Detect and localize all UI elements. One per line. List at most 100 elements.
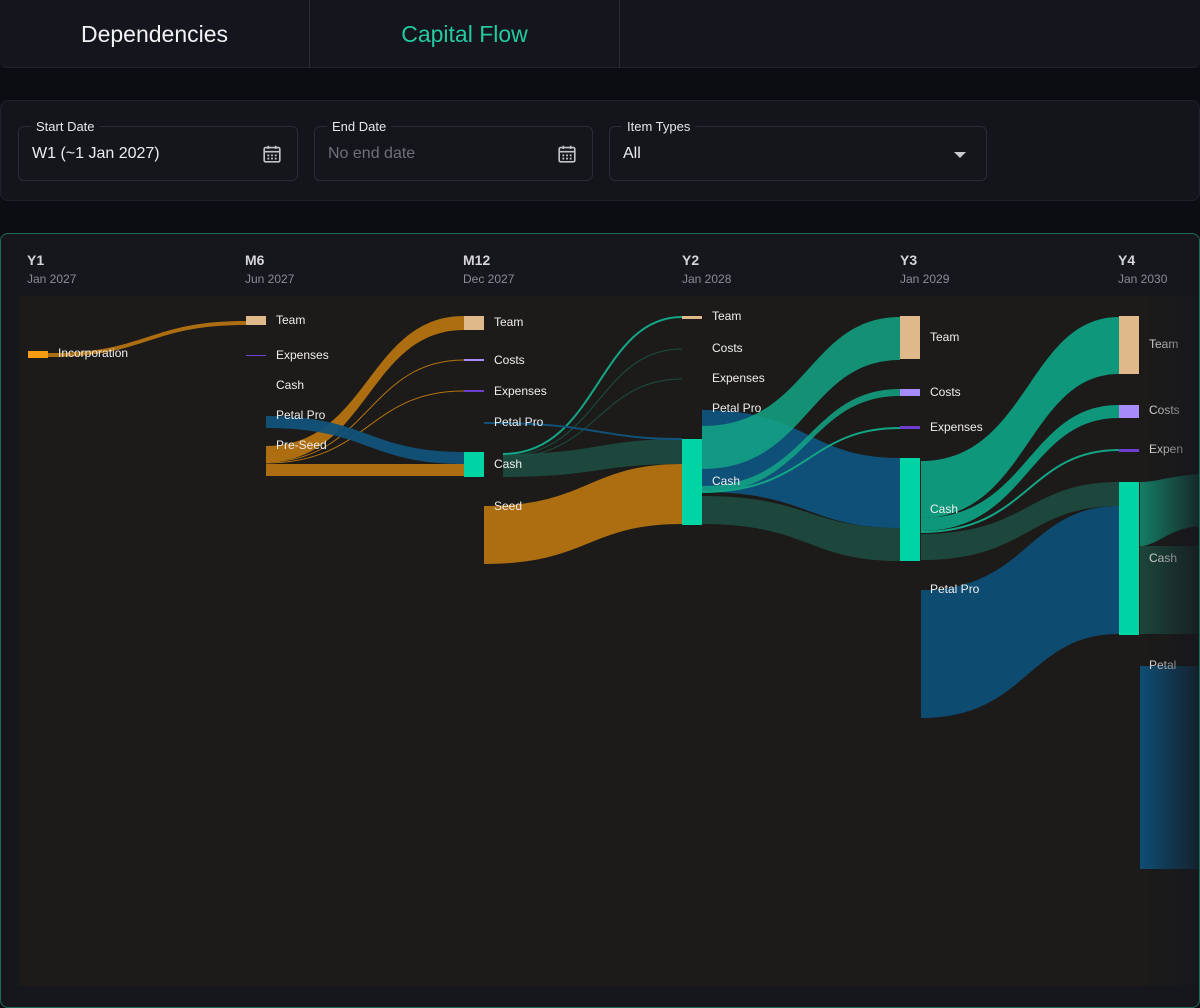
flow-link <box>503 439 682 477</box>
column-title: Y2 <box>682 252 700 268</box>
flow-node <box>1119 449 1139 452</box>
node-label: Petal <box>1149 658 1176 672</box>
flow-link <box>487 422 683 440</box>
column-date: Jun 2027 <box>245 272 295 286</box>
flow-link <box>502 378 683 459</box>
node-label: Cash <box>930 502 958 516</box>
node-label: Petal Pro <box>930 582 980 596</box>
node-label: Petal Pro <box>712 401 762 415</box>
sankey-diagram: Incorporation Team Expenses Cash Petal P… <box>28 309 1199 869</box>
flow-node <box>464 452 484 477</box>
column-title: M12 <box>463 252 491 268</box>
flow-node <box>1119 482 1139 635</box>
end-date-placeholder[interactable]: No end date <box>328 145 416 162</box>
start-date-label: Start Date <box>31 119 100 134</box>
flow-node <box>246 316 266 325</box>
node-label: Team <box>712 309 741 323</box>
flow-node <box>1119 405 1139 418</box>
column-date: Jan 2028 <box>682 272 732 286</box>
column-header-y1: Y1 Jan 2027 <box>27 252 76 286</box>
column-header-y4: Y4 Jan 2030 <box>1118 252 1167 286</box>
node-label: Pre-Seed <box>276 438 327 452</box>
flow-link <box>921 317 1119 518</box>
node-label: Cash <box>276 378 304 392</box>
flow-link <box>266 316 464 462</box>
node-label: Expen <box>1149 442 1183 456</box>
flow-link <box>484 464 682 564</box>
node-label: Team <box>276 313 305 327</box>
node-label: Cash <box>712 474 740 488</box>
item-types-value[interactable]: All <box>623 145 641 162</box>
flow-link <box>265 390 465 464</box>
node-label: Incorporation <box>58 346 128 360</box>
flow-link <box>1140 474 1199 546</box>
flow-link <box>921 405 1119 531</box>
flow-link <box>702 317 900 469</box>
node-label: Costs <box>1149 403 1180 417</box>
column-date: Jan 2029 <box>900 272 950 286</box>
flow-link <box>921 506 1119 718</box>
flow-node <box>900 458 920 561</box>
flow-link <box>702 496 900 561</box>
node-label: Team <box>1149 337 1178 351</box>
flow-node <box>900 426 920 429</box>
node-label: Expenses <box>494 384 547 398</box>
filter-bar: Start Date W1 (~1 Jan 2027) End Date No … <box>0 100 1200 201</box>
end-date-field[interactable]: End Date No end date <box>314 119 593 181</box>
node-label: Petal Pro <box>494 415 544 429</box>
node-label: Petal Pro <box>276 408 326 422</box>
flow-link <box>701 427 901 493</box>
start-date-value[interactable]: W1 (~1 Jan 2027) <box>32 145 160 162</box>
flow-node <box>484 422 492 424</box>
flow-node <box>900 316 920 359</box>
node-label: Expenses <box>276 348 329 362</box>
start-date-field[interactable]: Start Date W1 (~1 Jan 2027) <box>18 119 298 181</box>
chevron-down-icon[interactable] <box>954 152 966 158</box>
flow-link <box>48 321 246 357</box>
flow-node <box>28 351 48 358</box>
flow-link <box>265 359 465 463</box>
view-tabs: Dependencies Capital Flow <box>0 0 1200 68</box>
item-types-select[interactable]: Item Types All <box>609 119 987 181</box>
node-label: Seed <box>494 499 522 513</box>
column-header-m6: M6 Jun 2027 <box>245 252 294 286</box>
flow-link <box>502 348 683 457</box>
column-header-y3: Y3 Jan 2029 <box>900 252 949 286</box>
column-title: Y3 <box>900 252 918 268</box>
flow-node <box>1119 316 1139 374</box>
flow-link <box>502 316 683 455</box>
node-label: Costs <box>494 353 525 367</box>
flow-node <box>900 389 920 396</box>
calendar-icon[interactable] <box>556 143 578 165</box>
node-label: Cash <box>494 457 522 471</box>
node-label: Expenses <box>712 371 765 385</box>
flow-node <box>682 316 702 319</box>
flow-node <box>246 355 266 356</box>
flow-link <box>266 416 464 464</box>
flow-link <box>921 482 1119 560</box>
capital-flow-panel: Y1 Jan 2027 M6 Jun 2027 M12 Dec 2027 Y2 … <box>0 233 1200 1008</box>
column-header-y2: Y2 Jan 2028 <box>682 252 731 286</box>
flow-link <box>920 449 1120 533</box>
tab-dependencies[interactable]: Dependencies <box>0 0 310 68</box>
item-types-label: Item Types <box>622 119 696 134</box>
flow-node <box>1140 666 1199 869</box>
flow-node <box>464 390 484 392</box>
column-title: Y4 <box>1118 252 1136 268</box>
column-date: Jan 2030 <box>1118 272 1168 286</box>
flow-node <box>464 316 484 330</box>
tab-capital-flow[interactable]: Capital Flow <box>310 0 620 68</box>
column-date: Jan 2027 <box>27 272 77 286</box>
flow-link <box>266 464 464 476</box>
column-date: Dec 2027 <box>463 272 515 286</box>
node-label: Cash <box>1149 551 1177 565</box>
sankey-canvas: Incorporation Team Expenses Cash Petal P… <box>18 296 1199 986</box>
node-label: Costs <box>930 385 961 399</box>
node-label: Costs <box>712 341 743 355</box>
column-title: Y1 <box>27 252 45 268</box>
calendar-icon[interactable] <box>261 143 283 165</box>
flow-node <box>464 359 484 361</box>
node-label: Team <box>494 315 523 329</box>
end-date-label: End Date <box>327 119 392 134</box>
flow-node <box>682 439 702 525</box>
